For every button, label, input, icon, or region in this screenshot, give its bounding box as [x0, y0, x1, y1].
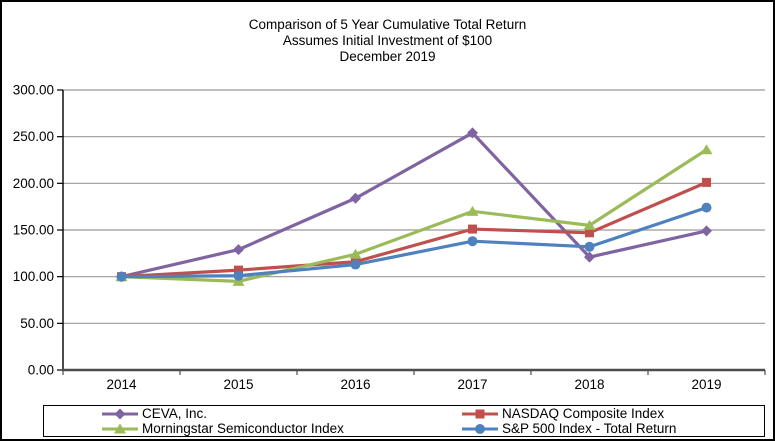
legend-item-ceva-inc: CEVA, Inc. — [44, 406, 404, 421]
legend-triangle-marker-icon — [102, 423, 138, 435]
legend: CEVA, Inc. NASDAQ Composite Index Mornings… — [43, 405, 765, 437]
data-point-s-p-500-index-total-return-2015 — [233, 270, 244, 281]
data-point-morningstar-semiconductor-index-2019 — [700, 144, 713, 155]
legend-label-ceva-inc: CEVA, Inc. — [142, 406, 208, 421]
legend-item-s-p-500-index-total-return: S&P 500 Index - Total Return — [404, 421, 764, 436]
data-point-s-p-500-index-total-return-2014 — [116, 271, 127, 282]
data-point-ceva-inc-2016 — [350, 192, 361, 204]
chart-title-block: Comparison of 5 Year Cumulative Total Re… — [2, 17, 773, 65]
series-line-nasdaq-composite-index — [121, 180, 708, 279]
data-point-ceva-inc-2019 — [701, 225, 712, 237]
data-point-s-p-500-index-total-return-2017 — [467, 236, 478, 247]
y-axis-tick-label: 100.00 — [13, 269, 54, 284]
data-point-morningstar-semiconductor-index-2017 — [466, 205, 479, 216]
data-point-ceva-inc-2018 — [584, 251, 595, 263]
legend-circle-marker-icon — [462, 423, 498, 435]
series-line-morningstar-semiconductor-index — [121, 148, 708, 283]
legend-label-s-p-500-index-total-return: S&P 500 Index - Total Return — [502, 421, 677, 436]
legend-square-marker-icon — [462, 408, 498, 420]
legend-item-nasdaq-composite-index: NASDAQ Composite Index — [404, 406, 764, 421]
data-point-ceva-inc-2015 — [233, 244, 244, 256]
y-axis-tick-label: 200.00 — [13, 176, 54, 191]
legend-diamond-marker-icon — [102, 408, 138, 420]
y-axis-tick-label: 50.00 — [20, 316, 54, 331]
data-point-nasdaq-composite-index-2019 — [702, 177, 711, 187]
y-axis-tick-label: 150.00 — [13, 223, 54, 238]
x-axis-tick-label: 2015 — [223, 377, 253, 392]
data-point-morningstar-semiconductor-index-2015 — [232, 275, 245, 286]
x-axis-tick-label: 2014 — [106, 377, 137, 392]
x-axis-tick-label: 2019 — [691, 377, 721, 392]
data-point-nasdaq-composite-index-2018 — [585, 228, 594, 238]
y-axis-tick-label: 300.00 — [13, 83, 54, 98]
data-point-morningstar-semiconductor-index-2016 — [349, 248, 362, 259]
series-line-ceva-inc — [121, 130, 707, 279]
data-point-s-p-500-index-total-return-2019 — [701, 202, 712, 213]
legend-label-morningstar-semiconductor-index: Morningstar Semiconductor Index — [142, 421, 344, 436]
y-axis-tick-label: 0.00 — [28, 363, 54, 378]
x-axis-tick-label: 2016 — [340, 377, 370, 392]
legend-label-nasdaq-composite-index: NASDAQ Composite Index — [502, 406, 665, 421]
data-point-nasdaq-composite-index-2015 — [234, 265, 243, 275]
chart-subtitle: Assumes Initial Investment of $100 — [282, 33, 493, 48]
data-point-s-p-500-index-total-return-2016 — [350, 259, 361, 270]
x-axis-tick-label: 2017 — [457, 377, 487, 392]
chart-date-line: December 2019 — [339, 49, 436, 64]
data-point-ceva-inc-2017 — [467, 127, 478, 139]
legend-item-morningstar-semiconductor-index: Morningstar Semiconductor Index — [44, 421, 404, 436]
data-point-s-p-500-index-total-return-2018 — [584, 241, 595, 252]
y-axis-tick-label: 250.00 — [13, 129, 54, 144]
series-line-s-p-500-index-total-return — [121, 206, 708, 279]
chart-title: Comparison of 5 Year Cumulative Total Re… — [248, 17, 527, 32]
data-point-morningstar-semiconductor-index-2018 — [583, 219, 596, 230]
data-point-nasdaq-composite-index-2017 — [468, 224, 477, 234]
x-axis-tick-label: 2018 — [574, 377, 604, 392]
